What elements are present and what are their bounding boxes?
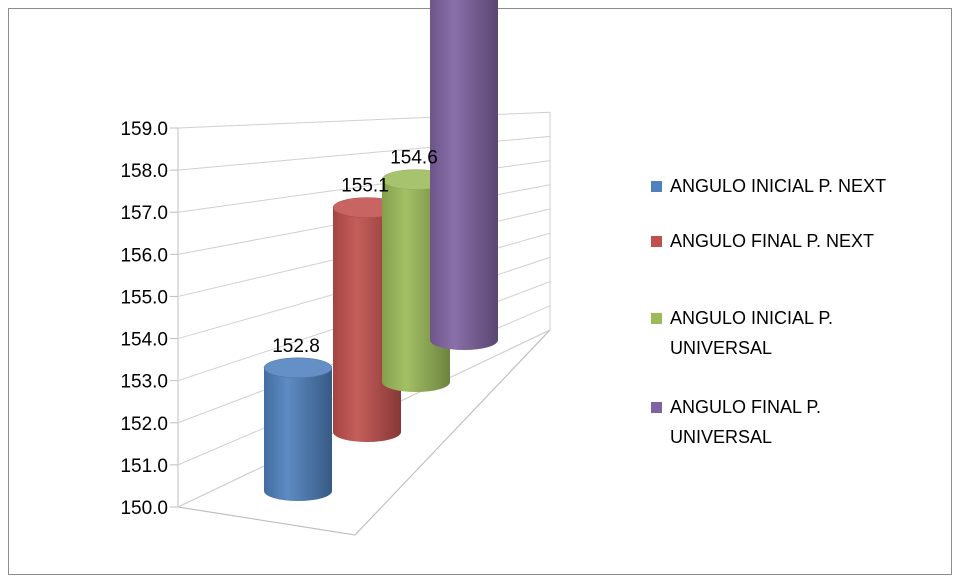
legend-swatch (651, 402, 662, 413)
y-tick-label: 156.0 (120, 245, 168, 266)
y-tick-label: 155.0 (120, 287, 168, 308)
legend-swatch (651, 181, 662, 192)
y-tick-label: 151.0 (120, 456, 168, 477)
floor-front-edge (177, 506, 356, 536)
legend: ANGULO INICIAL P. NEXT ANGULO FINAL P. NE… (651, 176, 886, 447)
legend-label: ANGULO FINAL P. (670, 397, 821, 417)
y-tick-label: 153.0 (120, 372, 168, 393)
legend-item: ANGULO FINAL P. UNIVERSAL (651, 397, 821, 447)
y-tick-label: 159.0 (120, 119, 168, 140)
y-tick-label: 157.0 (120, 203, 168, 224)
y-tick-label: 154.0 (120, 330, 168, 351)
legend-label: UNIVERSAL (670, 338, 772, 358)
legend-item: ANGULO FINAL P. NEXT (651, 231, 874, 251)
legend-swatch (651, 236, 662, 247)
y-axis-tick-labels: 150.0 151.0 152.0 153.0 154.0 155.0 156.0 157.0… (120, 119, 168, 519)
y-tick-label: 150.0 (120, 498, 168, 519)
data-label: 152.8 (272, 336, 320, 357)
bar (430, 0, 498, 350)
legend-item: ANGULO INICIAL P. UNIVERSAL (651, 308, 833, 358)
legend-label: ANGULO FINAL P. NEXT (670, 231, 874, 251)
bar-body (264, 367, 332, 501)
bar-body (430, 0, 498, 350)
y-tick-label: 152.0 (120, 414, 168, 435)
legend-label: ANGULO INICIAL P. (670, 308, 833, 328)
bar (263, 357, 333, 501)
legend-label: UNIVERSAL (670, 427, 772, 447)
bar-top (263, 357, 333, 379)
floor-edge (354, 329, 551, 536)
data-label: 155.1 (341, 176, 389, 197)
legend-label: ANGULO INICIAL P. NEXT (670, 176, 886, 196)
legend-swatch (651, 313, 662, 324)
bars (263, 0, 498, 501)
y-tick-label: 158.0 (120, 161, 168, 182)
legend-item: ANGULO INICIAL P. NEXT (651, 176, 886, 196)
data-label: 154.6 (390, 148, 438, 169)
